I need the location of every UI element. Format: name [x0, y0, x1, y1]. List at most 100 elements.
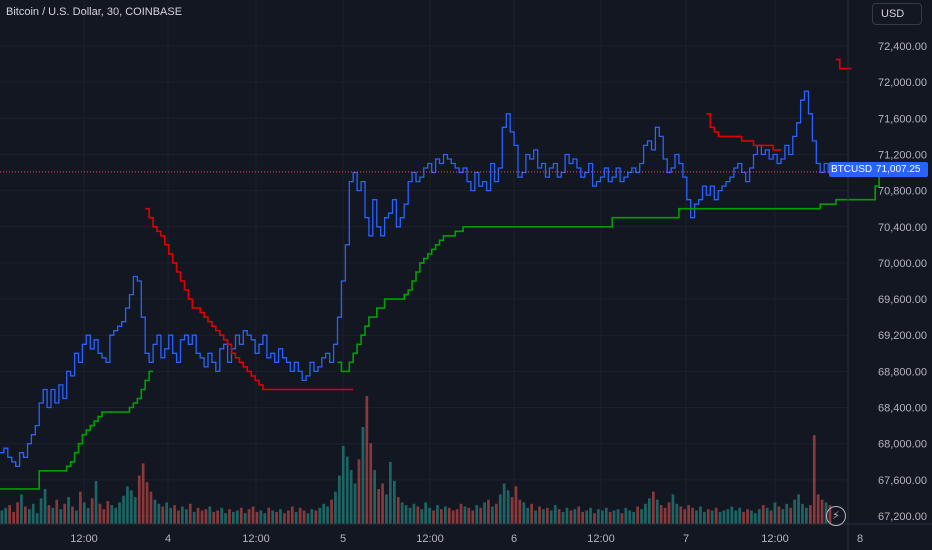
price-axis[interactable]: 72,400.00 72,000.00 71,600.00 71,200.00 70,8…	[878, 41, 927, 523]
volume-bar	[620, 513, 624, 524]
volume-bar	[114, 507, 117, 524]
volume-bar	[334, 491, 337, 524]
volume-bar	[232, 511, 235, 524]
volume-bar	[0, 510, 4, 524]
volume-bar	[742, 511, 745, 524]
volume-bar	[408, 507, 412, 524]
time-axis[interactable]: 12:00 4 12:00 5 12:00 6 12:00 7 12:00 8	[70, 533, 863, 545]
volume-bar	[298, 507, 302, 524]
volume-bar	[487, 499, 490, 524]
volume-bar	[573, 509, 577, 524]
volume-bar	[428, 507, 431, 524]
price-tick-label: 67,200.00	[878, 511, 927, 523]
price-tick-label: 69,200.00	[878, 330, 927, 342]
price-tick-label: 72,400.00	[878, 41, 927, 53]
volume-bar	[459, 503, 463, 524]
volume-bar	[557, 509, 561, 524]
volume-bar	[628, 510, 632, 524]
volume-bar	[94, 480, 98, 524]
volume-bar	[671, 494, 675, 524]
time-tick-label: 7	[683, 533, 689, 545]
volume-bar	[224, 513, 227, 524]
lightning-icon[interactable]: ⚡︎	[826, 506, 846, 526]
volume-bar	[765, 507, 769, 524]
volume-bar	[793, 499, 796, 524]
volume-bar	[495, 503, 498, 524]
volume-bar	[302, 510, 306, 524]
volume-bar	[236, 510, 239, 524]
price-tick-label: 71,600.00	[878, 113, 927, 125]
volume-bar	[200, 510, 204, 524]
volume-bar	[530, 503, 533, 524]
time-tick-label: 6	[511, 533, 517, 545]
volume-bar	[777, 506, 781, 524]
price-tick-label: 69,600.00	[878, 294, 927, 306]
volume-bar	[761, 505, 765, 524]
volume-bar	[644, 503, 647, 524]
volume-bar	[812, 435, 816, 524]
volume-bar	[612, 510, 616, 524]
volume-bar	[283, 513, 286, 524]
time-tick-label: 12:00	[70, 533, 98, 545]
volume-bar	[165, 502, 168, 524]
volume-bar	[16, 502, 19, 524]
volume-bar	[444, 506, 447, 524]
volume-bar	[389, 462, 392, 524]
volume-bar	[447, 507, 451, 524]
volume-bar	[475, 505, 479, 524]
volume-bar	[90, 498, 94, 524]
volume-bar	[597, 509, 600, 524]
volume-bar	[400, 502, 404, 524]
volume-bar	[565, 507, 569, 524]
volume-bars	[0, 396, 832, 524]
volume-bar	[141, 463, 145, 524]
volume-bar	[263, 513, 267, 524]
last-price-symbol: BTCUSD	[831, 164, 873, 175]
volume-bar	[369, 443, 373, 524]
volume-bar	[122, 495, 125, 524]
volume-bar	[314, 510, 318, 524]
volume-bar	[695, 510, 698, 524]
volume-bar	[416, 506, 420, 524]
series-line-price	[0, 90, 832, 467]
volume-bar	[373, 470, 376, 524]
volume-bar	[361, 427, 365, 524]
volume-bar	[330, 499, 333, 524]
volume-bar	[801, 503, 804, 524]
volume-bar	[216, 510, 219, 524]
volume-bar	[506, 490, 510, 524]
volume-bar	[714, 507, 718, 524]
price-tick-label: 68,800.00	[878, 366, 927, 378]
volume-bar	[98, 503, 102, 524]
currency-button[interactable]: USD	[872, 3, 922, 25]
volume-bar	[805, 507, 808, 524]
volume-bar	[510, 497, 514, 524]
volume-bar	[102, 509, 106, 524]
volume-bar	[290, 506, 294, 524]
volume-bar	[82, 502, 86, 524]
volume-bar	[341, 445, 345, 524]
volume-bar	[161, 506, 165, 524]
volume-bar	[196, 507, 200, 524]
symbol-title[interactable]: Bitcoin / U.S. Dollar, 30, COINBASE	[6, 6, 183, 18]
volume-bar	[538, 506, 541, 524]
volume-bar	[63, 503, 66, 524]
price-tick-label: 70,400.00	[878, 222, 927, 234]
volume-bar	[785, 503, 789, 524]
volume-bar	[773, 502, 777, 524]
volume-bar	[39, 498, 43, 524]
volume-bar	[663, 507, 667, 524]
price-tick-label: 72,000.00	[878, 77, 927, 89]
volume-bar	[467, 507, 471, 524]
volume-bar	[463, 506, 467, 524]
volume-bar	[153, 499, 157, 524]
volume-bar	[130, 490, 133, 524]
volume-bar	[593, 513, 596, 524]
time-tick-label: 5	[340, 533, 346, 545]
volume-bar	[20, 494, 23, 524]
volume-bar	[275, 511, 278, 524]
volume-bar	[632, 511, 635, 524]
volume-bar	[255, 511, 259, 524]
